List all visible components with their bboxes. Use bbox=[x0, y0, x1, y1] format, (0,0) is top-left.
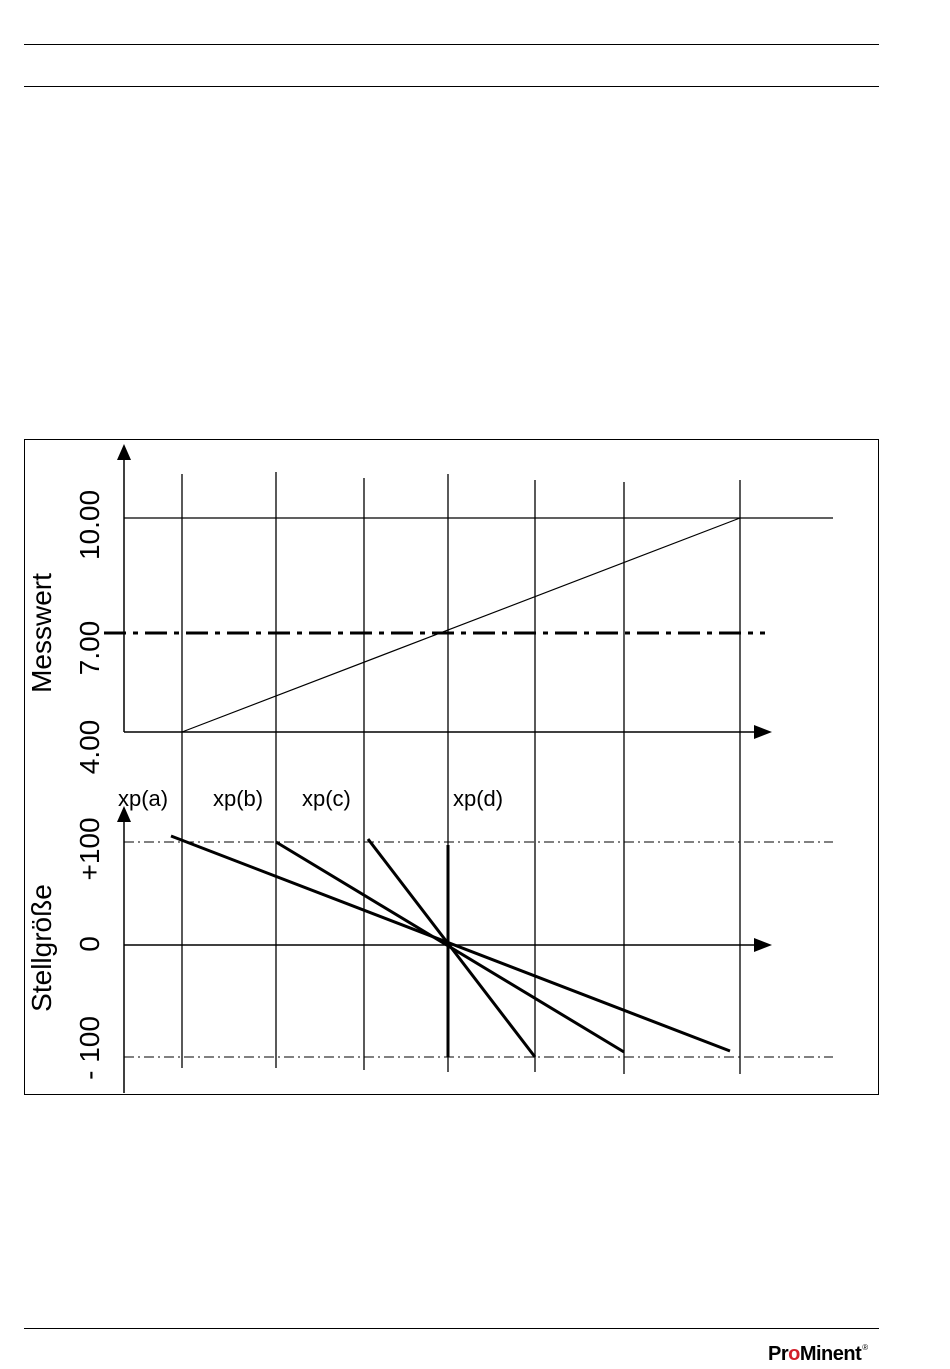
control-axis-arrow bbox=[117, 806, 131, 822]
diagram-frame bbox=[24, 439, 879, 1095]
logo-text-part2: Minent bbox=[799, 1343, 862, 1365]
control-axis-horizontal-arrow bbox=[754, 938, 772, 952]
response-line-a bbox=[170, 834, 731, 1053]
band-label-b: xp(b) bbox=[213, 786, 263, 811]
band-label-d: xp(d) bbox=[453, 786, 503, 811]
control-tick-plus100: +100 bbox=[74, 817, 105, 880]
measured-axis-horizontal-arrow bbox=[754, 725, 772, 739]
measured-tick-4: 4.00 bbox=[74, 720, 105, 775]
header-rule-bottom bbox=[24, 86, 879, 87]
measured-tick-10: 10.00 bbox=[74, 490, 105, 560]
grid-verticals bbox=[181, 472, 741, 1074]
measured-ramp-line bbox=[181, 517, 741, 733]
control-tick-minus100: - 100 bbox=[74, 1016, 105, 1080]
registered-mark: ® bbox=[862, 1343, 868, 1352]
footer-rule bbox=[24, 1328, 879, 1329]
header-rule-top bbox=[24, 44, 879, 45]
measured-axis-label: Messwert bbox=[26, 573, 57, 693]
response-line-c bbox=[366, 838, 537, 1058]
prominent-logo: ProMinent® bbox=[768, 1343, 868, 1366]
measured-axis-arrow bbox=[117, 444, 131, 460]
response-lines bbox=[170, 834, 731, 1058]
control-axis-label: Stellgröße bbox=[26, 884, 57, 1012]
band-label-a: xp(a) bbox=[118, 786, 168, 811]
band-label-c: xp(c) bbox=[302, 786, 351, 811]
logo-text-accent: o bbox=[788, 1343, 800, 1365]
measured-tick-7: 7.00 bbox=[74, 621, 105, 676]
control-tick-0: 0 bbox=[74, 936, 105, 952]
logo-text-part1: Pr bbox=[768, 1343, 789, 1365]
